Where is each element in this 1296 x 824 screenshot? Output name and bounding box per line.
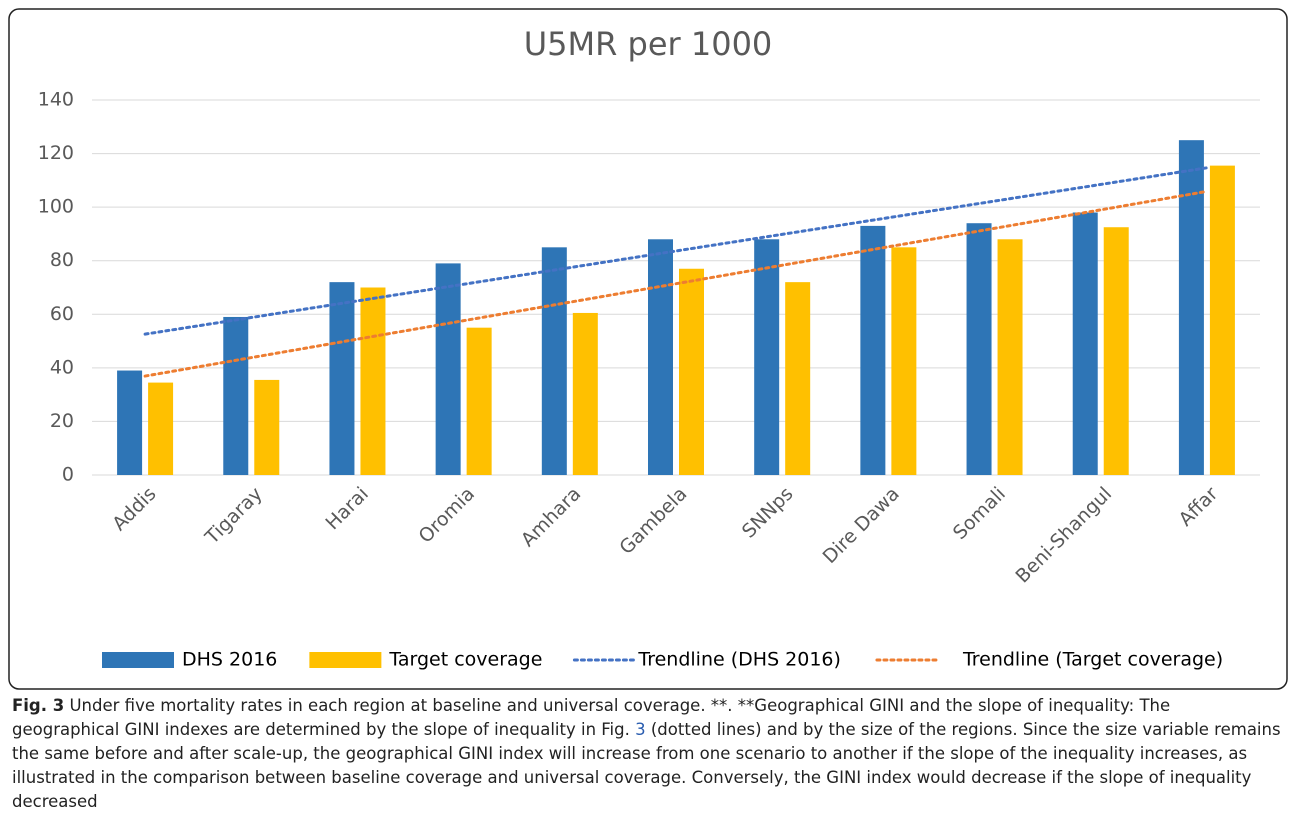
bar <box>541 247 567 475</box>
caption-ref: 3 <box>635 720 646 739</box>
legend-label: Trendline (DHS 2016) <box>637 649 841 671</box>
bar <box>148 382 174 475</box>
caption-text: Under five mortality rates in each regio… <box>12 696 1171 739</box>
y-tick-label: 20 <box>50 410 74 432</box>
bar <box>1178 140 1204 475</box>
legend-label: Target coverage <box>388 649 542 671</box>
trendline <box>143 189 1209 378</box>
bar <box>572 312 598 475</box>
bar <box>360 287 386 475</box>
legend-label: DHS 2016 <box>182 649 277 671</box>
legend-swatch <box>309 652 382 668</box>
bar <box>466 327 492 475</box>
bar <box>1209 165 1235 475</box>
bar <box>966 223 992 475</box>
y-tick-label: 100 <box>38 196 74 218</box>
bar <box>254 379 280 475</box>
bar <box>1072 212 1098 475</box>
y-tick-label: 80 <box>50 249 74 271</box>
caption: Fig. 3 Under five mortality rates in eac… <box>12 694 1282 814</box>
bar <box>860 225 886 475</box>
y-tick-label: 140 <box>38 89 74 111</box>
y-tick-label: 0 <box>62 464 74 486</box>
bar <box>754 239 780 475</box>
bar <box>1103 227 1129 475</box>
bar <box>117 370 143 475</box>
bar <box>679 268 704 475</box>
bar <box>223 316 249 475</box>
chart-title: U5MR per 1000 <box>524 25 773 63</box>
caption-label: Fig. 3 <box>12 696 65 715</box>
y-tick-label: 60 <box>50 303 74 325</box>
caption-text: (dotted lines) and by the size of the re… <box>12 720 1281 811</box>
bar <box>435 263 461 475</box>
bar <box>785 282 811 475</box>
bar <box>891 247 917 475</box>
bar <box>648 239 673 475</box>
trendline <box>143 166 1209 336</box>
legend-swatch <box>102 652 174 668</box>
y-tick-label: 120 <box>38 142 74 164</box>
y-tick-label: 40 <box>50 356 74 378</box>
bar <box>329 282 355 475</box>
legend-label: Trendline (Target coverage) <box>962 649 1223 671</box>
bar <box>997 239 1023 475</box>
